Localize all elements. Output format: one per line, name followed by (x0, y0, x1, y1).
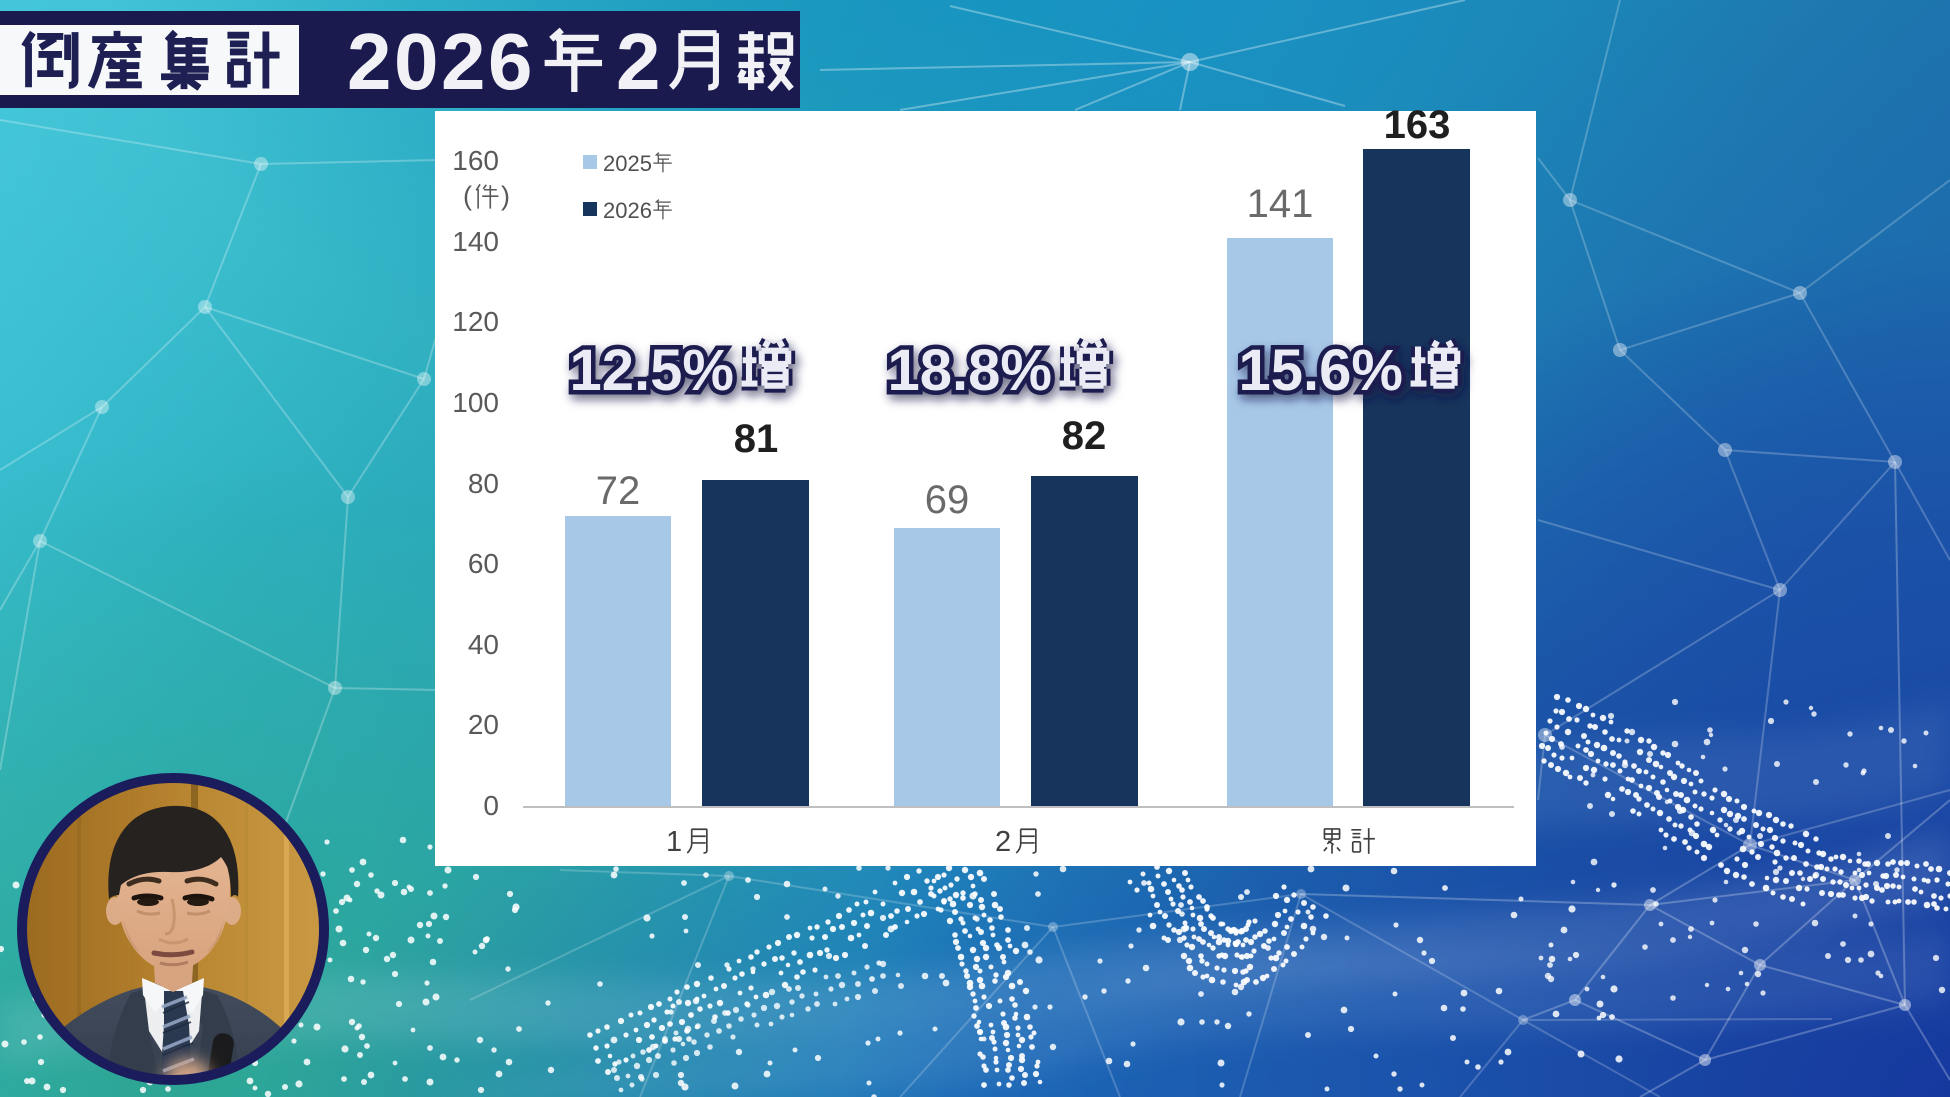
svg-text:15.6%: 15.6% (1239, 338, 1403, 403)
svg-text:): ) (501, 181, 510, 211)
svg-text:12.5%: 12.5% (570, 338, 734, 403)
svg-text:2025: 2025 (603, 151, 652, 176)
svg-text:18.8%: 18.8% (888, 338, 1052, 403)
svg-text:2026: 2026 (603, 198, 652, 223)
svg-text:(: ( (463, 181, 472, 211)
svg-text:2: 2 (616, 17, 661, 106)
svg-text:1: 1 (666, 826, 682, 858)
svg-text:2026: 2026 (347, 17, 535, 106)
svg-text:2: 2 (995, 826, 1011, 858)
